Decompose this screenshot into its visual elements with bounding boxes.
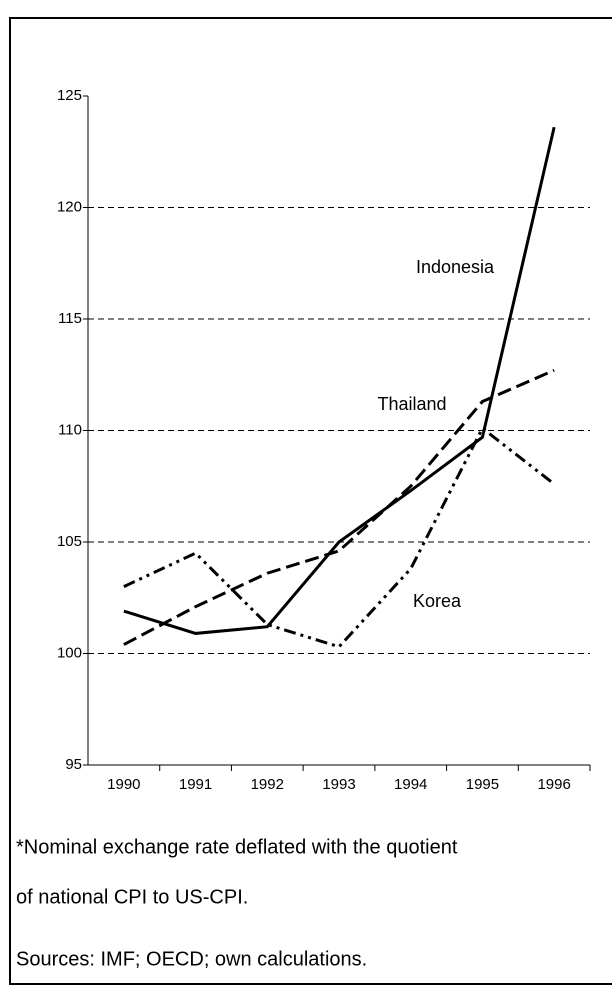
series-line <box>123 126 556 635</box>
series-line <box>123 368 555 646</box>
x-tick-label: 1995 <box>466 776 499 793</box>
x-tick-label: 1991 <box>179 776 212 793</box>
x-tick-label: 1990 <box>107 776 140 793</box>
y-tick-label: 115 <box>58 310 82 327</box>
series-label: Thailand <box>377 394 446 414</box>
x-tick-label: 1993 <box>322 776 355 793</box>
x-tick-label: 1992 <box>251 776 284 793</box>
footnote: *Nominal exchange rate deflated with the… <box>16 836 458 858</box>
y-tick-label: 100 <box>57 644 82 661</box>
footnote: of national CPI to US-CPI. <box>16 886 248 908</box>
y-tick-label: 105 <box>57 533 82 550</box>
y-tick-label: 95 <box>65 756 82 773</box>
series-line <box>123 425 556 649</box>
series-label: Korea <box>413 591 462 611</box>
y-tick-label: 120 <box>57 198 82 215</box>
y-tick-label: 125 <box>57 87 82 104</box>
y-tick-label: 110 <box>58 421 82 438</box>
x-tick-label: 1994 <box>394 776 427 793</box>
x-tick-label: 1996 <box>537 776 570 793</box>
frame <box>9 17 612 985</box>
footnote: Sources: IMF; OECD; own calculations. <box>16 948 367 970</box>
series-label: Indonesia <box>416 257 495 277</box>
